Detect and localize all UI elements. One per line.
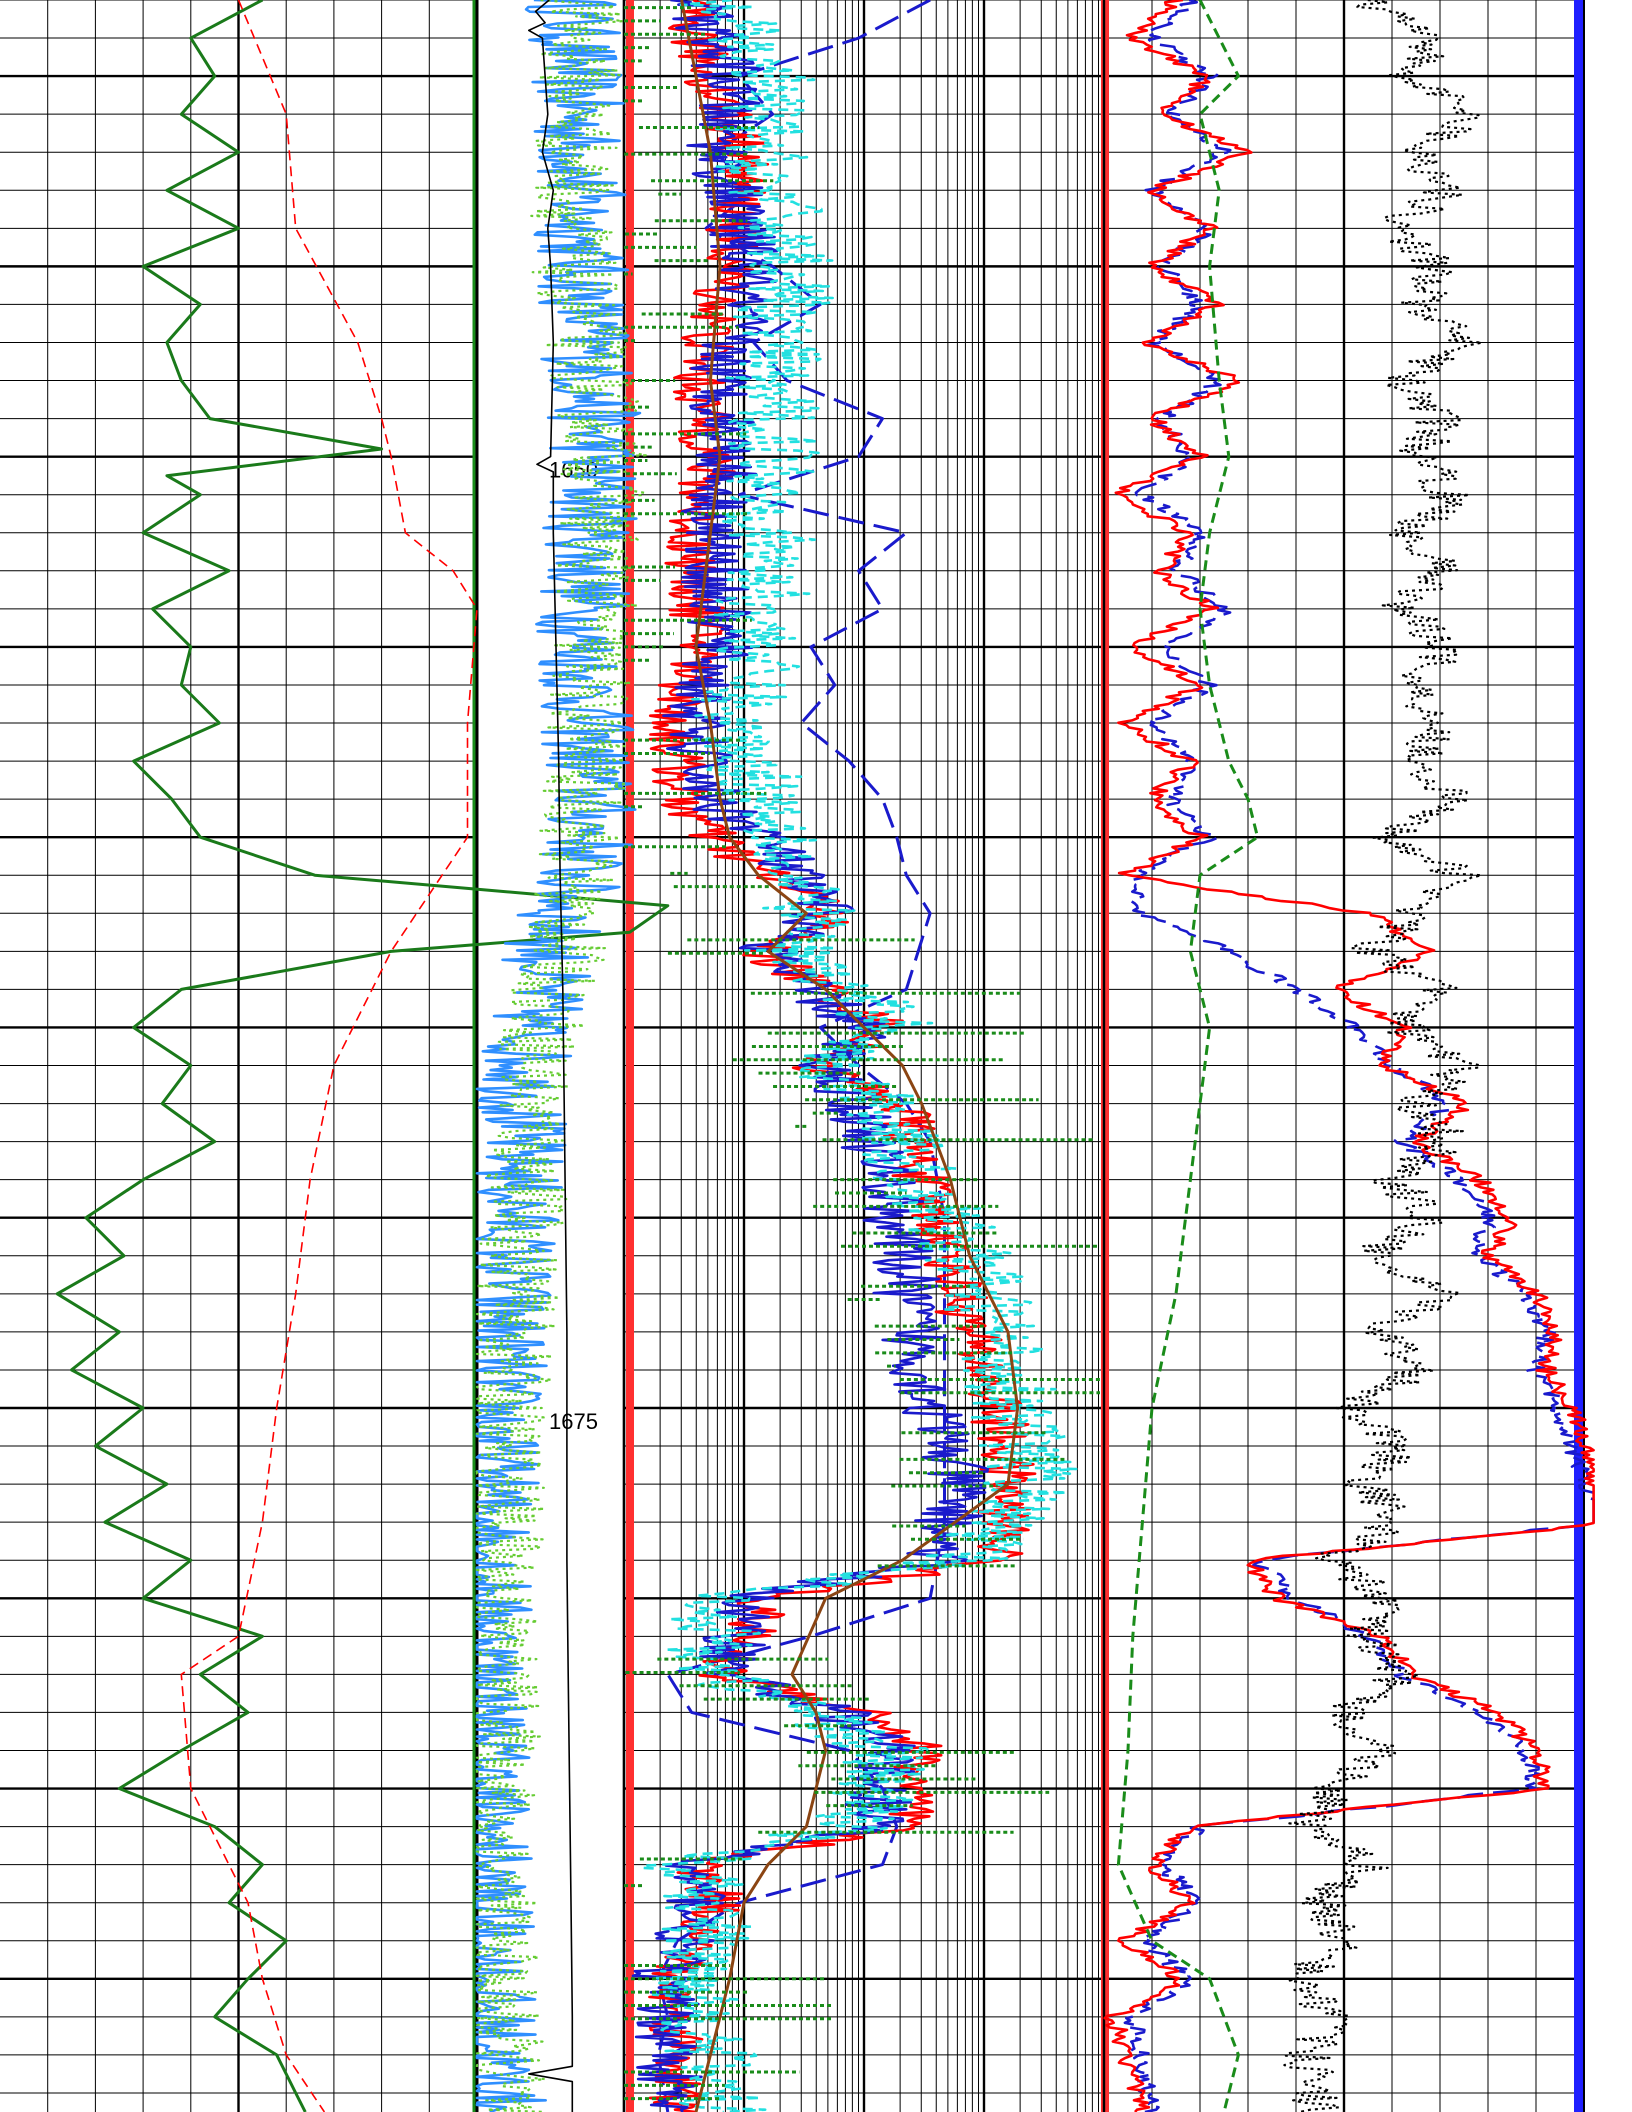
depth-label-1675: 1675 bbox=[549, 1409, 598, 1434]
series-pef bbox=[475, 0, 642, 2112]
track-grids bbox=[0, 0, 1584, 2112]
series-green-dash bbox=[1116, 0, 1260, 2112]
track-edge-red bbox=[626, 0, 634, 2112]
series-dpor bbox=[1103, 0, 1595, 2112]
series-gr bbox=[55, 0, 670, 2112]
series-cali bbox=[180, 0, 478, 2112]
series-tension bbox=[528, 0, 574, 2112]
series-res-spikes bbox=[624, 6, 1100, 2101]
series-black-dot bbox=[1283, 0, 1483, 2112]
track-borders bbox=[472, 0, 1585, 2112]
series-res-micro bbox=[680, 0, 1020, 2112]
track-edge-blue bbox=[1574, 0, 1583, 2112]
log-curves bbox=[55, 0, 1595, 2112]
